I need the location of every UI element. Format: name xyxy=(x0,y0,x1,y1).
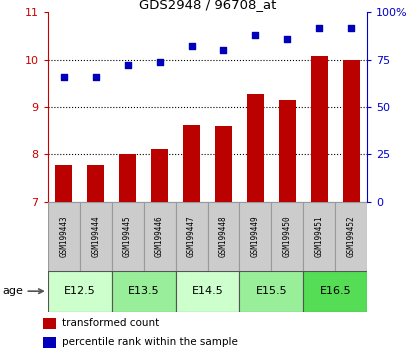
Point xyxy=(348,25,354,30)
Bar xyxy=(119,154,137,202)
Bar xyxy=(55,165,73,202)
Point xyxy=(92,74,99,80)
Text: GSM199446: GSM199446 xyxy=(155,216,164,257)
Text: GSM199452: GSM199452 xyxy=(347,216,356,257)
Bar xyxy=(43,318,56,329)
Point xyxy=(252,32,259,38)
Text: E14.5: E14.5 xyxy=(192,286,223,296)
Title: GDS2948 / 96708_at: GDS2948 / 96708_at xyxy=(139,0,276,11)
Bar xyxy=(112,271,176,312)
Bar xyxy=(87,165,105,202)
Bar xyxy=(43,337,56,348)
Bar xyxy=(335,202,367,271)
Text: GSM199451: GSM199451 xyxy=(315,216,324,257)
Text: GSM199450: GSM199450 xyxy=(283,216,292,257)
Bar xyxy=(176,202,208,271)
Bar xyxy=(310,56,328,202)
Text: GSM199443: GSM199443 xyxy=(59,216,68,257)
Point xyxy=(316,25,323,30)
Point xyxy=(156,59,163,64)
Text: GSM199444: GSM199444 xyxy=(91,216,100,257)
Text: transformed count: transformed count xyxy=(62,318,160,328)
Bar xyxy=(271,202,303,271)
Bar xyxy=(303,202,335,271)
Text: age: age xyxy=(2,286,23,296)
Text: E16.5: E16.5 xyxy=(320,286,351,296)
Text: GSM199448: GSM199448 xyxy=(219,216,228,257)
Text: GSM199449: GSM199449 xyxy=(251,216,260,257)
Bar xyxy=(208,202,239,271)
Bar xyxy=(144,202,176,271)
Point xyxy=(220,47,227,53)
Text: E15.5: E15.5 xyxy=(256,286,287,296)
Text: E12.5: E12.5 xyxy=(64,286,95,296)
Bar xyxy=(303,271,367,312)
Bar xyxy=(239,271,303,312)
Point xyxy=(61,74,67,80)
Bar xyxy=(183,125,200,202)
Bar xyxy=(112,202,144,271)
Bar xyxy=(176,271,239,312)
Bar xyxy=(48,271,112,312)
Bar xyxy=(80,202,112,271)
Bar xyxy=(48,202,80,271)
Bar xyxy=(342,60,360,202)
Bar xyxy=(215,126,232,202)
Text: GSM199445: GSM199445 xyxy=(123,216,132,257)
Text: GSM199447: GSM199447 xyxy=(187,216,196,257)
Point xyxy=(124,63,131,68)
Bar xyxy=(151,149,168,202)
Bar xyxy=(278,101,296,202)
Text: percentile rank within the sample: percentile rank within the sample xyxy=(62,337,238,347)
Bar xyxy=(239,202,271,271)
Bar xyxy=(247,94,264,202)
Point xyxy=(284,36,290,42)
Point xyxy=(188,44,195,49)
Text: E13.5: E13.5 xyxy=(128,286,159,296)
